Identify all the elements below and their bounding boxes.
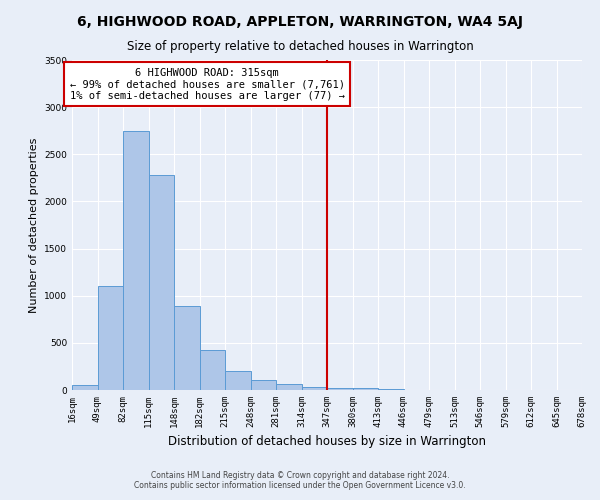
Bar [72, 386, 97, 390]
Bar [276, 384, 302, 390]
Bar [302, 387, 327, 390]
Bar [97, 286, 123, 390]
Bar [123, 130, 149, 390]
Bar [251, 380, 276, 390]
Text: Size of property relative to detached houses in Warrington: Size of property relative to detached ho… [127, 40, 473, 53]
Text: 6, HIGHWOOD ROAD, APPLETON, WARRINGTON, WA4 5AJ: 6, HIGHWOOD ROAD, APPLETON, WARRINGTON, … [77, 15, 523, 29]
Text: Contains HM Land Registry data © Crown copyright and database right 2024.
Contai: Contains HM Land Registry data © Crown c… [134, 470, 466, 490]
Y-axis label: Number of detached properties: Number of detached properties [29, 138, 38, 312]
X-axis label: Distribution of detached houses by size in Warrington: Distribution of detached houses by size … [168, 436, 486, 448]
Bar [353, 388, 378, 390]
Bar [378, 389, 404, 390]
Bar [174, 306, 199, 390]
Bar [225, 371, 251, 390]
Bar [327, 388, 353, 390]
Bar [199, 350, 225, 390]
Text: 6 HIGHWOOD ROAD: 315sqm
← 99% of detached houses are smaller (7,761)
1% of semi-: 6 HIGHWOOD ROAD: 315sqm ← 99% of detache… [70, 68, 344, 100]
Bar [149, 175, 174, 390]
